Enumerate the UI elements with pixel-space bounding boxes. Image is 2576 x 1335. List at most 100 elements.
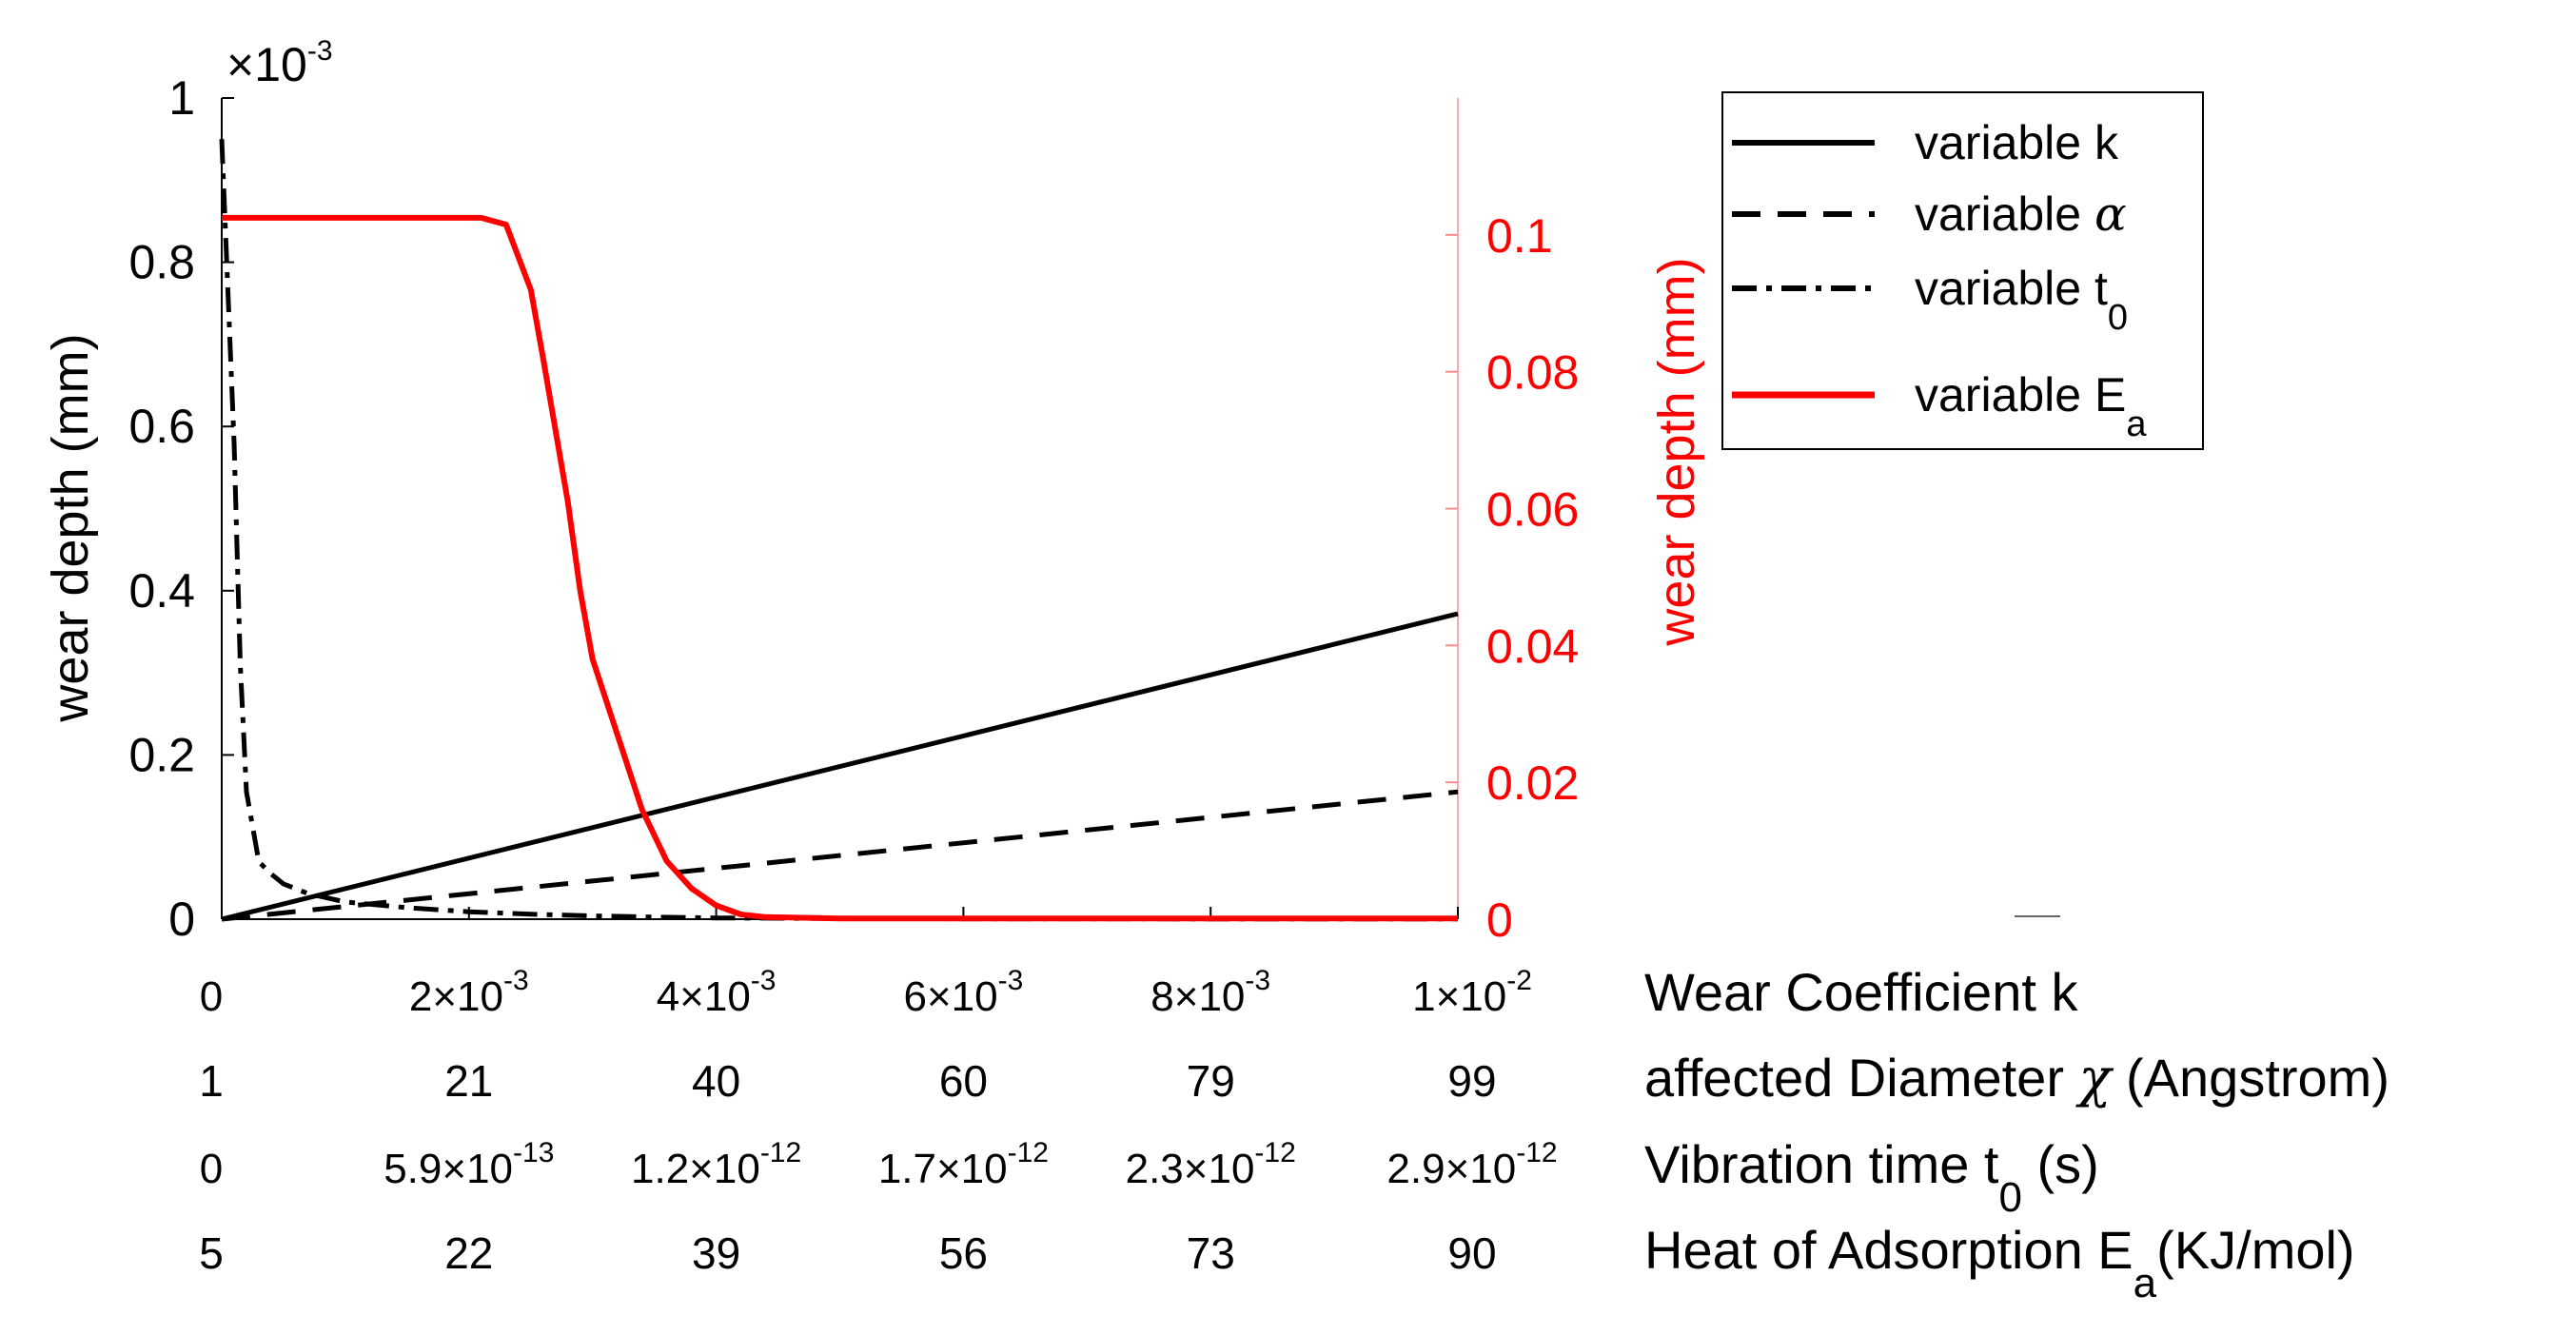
tick-mantissa: 0: [200, 1146, 223, 1192]
legend-label-1: variable α: [1915, 187, 2127, 242]
tick-mantissa: 1: [199, 1056, 224, 1106]
right-y-tick-label: 0.02: [1486, 756, 1579, 810]
scale-name-suffix: (s): [2022, 1134, 2099, 1194]
series-line-2: [219, 139, 1459, 922]
x-scale-1-tick-label: 1: [199, 1056, 224, 1106]
legend-text: variable t: [1915, 262, 2108, 315]
x-scale-2-tick-label: 1.2×10-12: [631, 1137, 801, 1192]
right-y-tick-label: 0: [1486, 893, 1513, 947]
right-axis-label: wear depth (mm): [1648, 257, 1705, 646]
x-scale-1-name: affected Diameter χ (Angstrom): [1644, 1048, 2389, 1109]
x-scale-2-tick-label: 2.3×10-12: [1126, 1137, 1296, 1192]
scale-name-prefix: Heat of Adsorption E: [1644, 1220, 2134, 1280]
right-y-tick-label: 0.06: [1486, 483, 1579, 537]
right-y-tick-label: 0.08: [1486, 346, 1579, 400]
legend-text: variable k: [1915, 116, 2119, 169]
left-axis-label: wear depth (mm): [42, 333, 99, 722]
tick-exponent: -12: [1516, 1137, 1557, 1168]
left-y-tick-label: 0.6: [128, 400, 195, 453]
tick-mantissa: 8×10: [1150, 973, 1245, 1020]
x-scale-2-tick-label: 5.9×10-13: [383, 1137, 554, 1192]
tick-exponent: -13: [513, 1137, 554, 1168]
scale-name-suffix: (Angstrom): [2111, 1048, 2389, 1108]
series-line-3: [222, 214, 1458, 922]
x-scale-3-tick-label: 22: [444, 1228, 493, 1278]
tick-mantissa: 2.3×10: [1126, 1146, 1255, 1192]
scale-name-subscript: a: [2134, 1260, 2157, 1306]
x-scale-3-tick-label: 5: [199, 1228, 224, 1278]
tick-exponent: -12: [1008, 1137, 1049, 1168]
tick-exponent: -2: [1506, 965, 1532, 996]
tick-exponent: -12: [760, 1137, 801, 1168]
scale-name-prefix: Vibration time t: [1644, 1134, 1999, 1194]
legend-text: variable: [1915, 187, 2094, 241]
left-y-tick-label: 0: [168, 893, 195, 946]
multiplier-exponent: -3: [307, 35, 333, 67]
x-scale-1-tick-label: 21: [444, 1056, 493, 1106]
series-line-1: [221, 789, 1459, 922]
x-scale-1-tick-label: 99: [1447, 1056, 1496, 1106]
x-scale-2-tick-label: 1.7×10-12: [878, 1137, 1049, 1192]
tick-mantissa: 99: [1447, 1056, 1496, 1106]
tick-exponent: -3: [503, 965, 529, 996]
tick-mantissa: 5.9×10: [383, 1146, 513, 1192]
tick-exponent: -12: [1254, 1137, 1295, 1168]
x-scale-1-tick-label: 60: [939, 1056, 988, 1106]
x-scale-0-tick-label: 8×10-3: [1150, 965, 1270, 1020]
x-scale-0-tick-label: 2×10-3: [409, 965, 529, 1020]
scale-name-suffix: (KJ/mol): [2156, 1220, 2354, 1280]
right-y-tick-label: 0.04: [1486, 619, 1579, 673]
tick-mantissa: 4×10: [657, 973, 751, 1020]
x-scale-2-tick-label: 0: [200, 1146, 223, 1192]
x-scale-1-tick-label: 79: [1187, 1056, 1235, 1106]
x-scale-3-tick-label: 90: [1447, 1228, 1496, 1278]
legend-box: [1721, 91, 2204, 450]
axes-layer: 0 0.2 0.4 0.6 0.8 1 ×10-3 wear depth (mm) 0 0.02 0…: [42, 35, 1705, 947]
scale-name-subscript: 0: [1998, 1174, 2021, 1221]
legend-subscript: a: [2126, 404, 2147, 444]
left-y-tick-label: 0.4: [128, 564, 195, 618]
legend-symbol: α: [2094, 187, 2127, 242]
x-scale-3-tick-label: 73: [1187, 1228, 1235, 1278]
multiplier-base: ×10: [226, 38, 307, 91]
tick-mantissa: 1.7×10: [878, 1146, 1008, 1192]
x-scale-3-name: Heat of Adsorption Ea(KJ/mol): [1644, 1220, 2355, 1306]
legend-label-3: variable Ea: [1915, 368, 2147, 444]
x-scale-2-name: Vibration time t0 (s): [1644, 1134, 2099, 1221]
x-scale-0-tick-label: 6×10-3: [904, 965, 1024, 1020]
tick-mantissa: 5: [199, 1228, 224, 1278]
left-y-tick-label: 0.8: [128, 236, 195, 289]
scale-name-symbol: χ: [2075, 1048, 2114, 1109]
x-scale-0-name: Wear Coefficient k: [1644, 962, 2078, 1022]
x-scale-labels: 0 2×10-3 4×10-3 6×10-3 8×10-3 1×10-2 Wear Coef…: [199, 962, 2389, 1306]
tick-mantissa: 22: [444, 1228, 493, 1278]
tick-mantissa: 2×10: [409, 973, 503, 1020]
x-scale-0-tick-label: 4×10-3: [657, 965, 777, 1020]
legend-text: variable E: [1915, 368, 2126, 422]
left-axis-multiplier: ×10-3: [226, 35, 333, 91]
legend-label-0: variable k: [1915, 116, 2119, 169]
tick-mantissa: 60: [939, 1056, 988, 1106]
tick-mantissa: 6×10: [904, 973, 998, 1020]
tick-mantissa: 56: [939, 1228, 988, 1278]
left-y-tick-label: 1: [168, 71, 195, 125]
tick-mantissa: 39: [692, 1228, 740, 1278]
right-y-tick-label: 0.1: [1486, 209, 1553, 263]
legend-label-2: variable t0: [1915, 262, 2128, 338]
x-scale-0-tick-label: 0: [200, 973, 223, 1020]
x-scale-3-tick-label: 39: [692, 1228, 740, 1278]
tick-mantissa: 0: [200, 973, 223, 1020]
tick-mantissa: 1.2×10: [631, 1146, 760, 1192]
tick-mantissa: 79: [1187, 1056, 1235, 1106]
tick-mantissa: 1×10: [1412, 973, 1506, 1020]
tick-exponent: -3: [998, 965, 1024, 996]
legend-subscript: 0: [2108, 298, 2128, 338]
series-line-0: [221, 611, 1459, 922]
x-scale-1-tick-label: 40: [692, 1056, 740, 1106]
tick-mantissa: 21: [444, 1056, 493, 1106]
scale-name-prefix: affected Diameter: [1644, 1048, 2079, 1108]
x-scale-3-tick-label: 56: [939, 1228, 988, 1278]
tick-mantissa: 90: [1447, 1228, 1496, 1278]
